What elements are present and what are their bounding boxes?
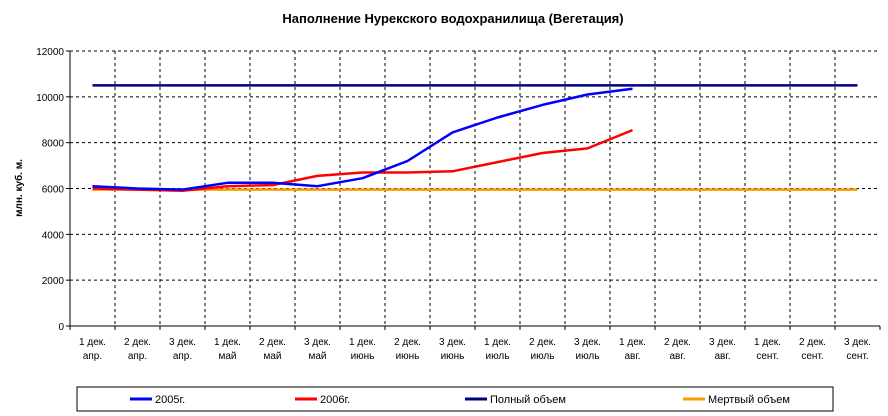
x-tick-label: 1 дек. май — [214, 337, 241, 362]
x-tick-label-line: апр. — [173, 351, 192, 362]
x-tick-label-line: 1 дек. — [214, 337, 241, 348]
x-tick-label-line: июль — [576, 351, 600, 362]
x-tick-label: 1 дек. авг. — [619, 337, 646, 362]
x-tick-label-line: апр. — [83, 351, 102, 362]
x-tick-label-line: 3 дек. — [574, 337, 601, 348]
x-tick-label: 1 дек. июль — [484, 337, 511, 362]
x-tick-label-line: 3 дек. — [304, 337, 331, 348]
x-tick-label-line: 1 дек. — [79, 337, 106, 348]
legend-label: Полный объем — [490, 394, 566, 406]
x-tick-label: 3 дек. май — [304, 337, 331, 362]
x-tick-label: 2 дек. июль — [529, 337, 556, 362]
x-tick-label-line: 1 дек. — [484, 337, 511, 348]
x-tick-label-line: май — [263, 351, 281, 362]
x-tick-label: 2 дек. июнь — [394, 337, 421, 362]
legend-box — [76, 386, 834, 412]
y-tick-label: 6000 — [42, 185, 65, 196]
x-tick-label-line: июнь — [396, 351, 420, 362]
x-tick-label: 1 дек. апр. — [79, 337, 106, 362]
x-tick-label-line: апр. — [128, 351, 147, 362]
x-tick-label-line: 3 дек. — [844, 337, 871, 348]
x-tick-label: 3 дек. июль — [574, 337, 601, 362]
y-tick-label: 8000 — [42, 139, 65, 150]
x-tick-label-line: 2 дек. — [394, 337, 421, 348]
x-tick-label-line: авг. — [669, 351, 685, 362]
x-tick-label: 3 дек. авг. — [709, 337, 736, 362]
legend-label: 2005г. — [155, 394, 185, 406]
x-tick-label-line: 1 дек. — [349, 337, 376, 348]
x-tick-label-line: 1 дек. — [754, 337, 781, 348]
y-tick-label: 4000 — [42, 230, 65, 241]
x-tick-label: 3 дек. апр. — [169, 337, 196, 362]
legend: 2005г. 2006г. Полный объем Мертвый объем — [76, 386, 834, 412]
x-tick-label-line: сент. — [846, 351, 868, 362]
series-line-1 — [92, 87, 633, 191]
y-tick-label: 10000 — [36, 93, 64, 104]
x-tick-label: 3 дек. июнь — [439, 337, 466, 362]
chart-title: Наполнение Нурекского водохранилища (Вег… — [282, 11, 623, 26]
x-tick-label: 2 дек. сент. — [799, 337, 826, 362]
x-tick-label-line: май — [218, 351, 236, 362]
x-tick-label-line: 2 дек. — [259, 337, 286, 348]
x-tick-label-line: июнь — [441, 351, 465, 362]
x-tick-label-line: авг. — [714, 351, 730, 362]
x-tick-label-line: июнь — [351, 351, 375, 362]
legend-label: 2006г. — [320, 394, 350, 406]
legend-label: Мертвый объем — [708, 394, 790, 406]
x-tick-label-line: июль — [486, 351, 510, 362]
x-tick-label: 1 дек. июнь — [349, 337, 376, 362]
y-tick-label: 0 — [58, 322, 64, 333]
x-tick-label-line: 1 дек. — [619, 337, 646, 348]
x-tick-label-line: май — [308, 351, 326, 362]
x-tick-label: 2 дек. авг. — [664, 337, 691, 362]
x-tick-label: 1 дек. сент. — [754, 337, 781, 362]
x-tick-label-line: 2 дек. — [664, 337, 691, 348]
y-tick-label: 12000 — [36, 47, 64, 58]
x-tick-label-line: 2 дек. — [529, 337, 556, 348]
x-tick-label-line: 2 дек. — [124, 337, 151, 348]
x-tick-label-line: авг. — [624, 351, 640, 362]
x-tick-label-line: июль — [531, 351, 555, 362]
y-tick-label: 2000 — [42, 276, 65, 287]
x-tick-label: 2 дек. май — [259, 337, 286, 362]
x-tick-label-line: 2 дек. — [799, 337, 826, 348]
x-tick-label-line: сент. — [801, 351, 823, 362]
x-tick-label-line: сент. — [756, 351, 778, 362]
x-tick-label-line: 3 дек. — [709, 337, 736, 348]
x-tick-label: 3 дек. сент. — [844, 337, 871, 362]
x-tick-label-line: 3 дек. — [439, 337, 466, 348]
x-tick-label: 2 дек. апр. — [124, 337, 151, 362]
y-axis-label: млн. куб. м. — [13, 159, 25, 217]
x-tick-label-line: 3 дек. — [169, 337, 196, 348]
series-line-2 — [92, 128, 633, 193]
